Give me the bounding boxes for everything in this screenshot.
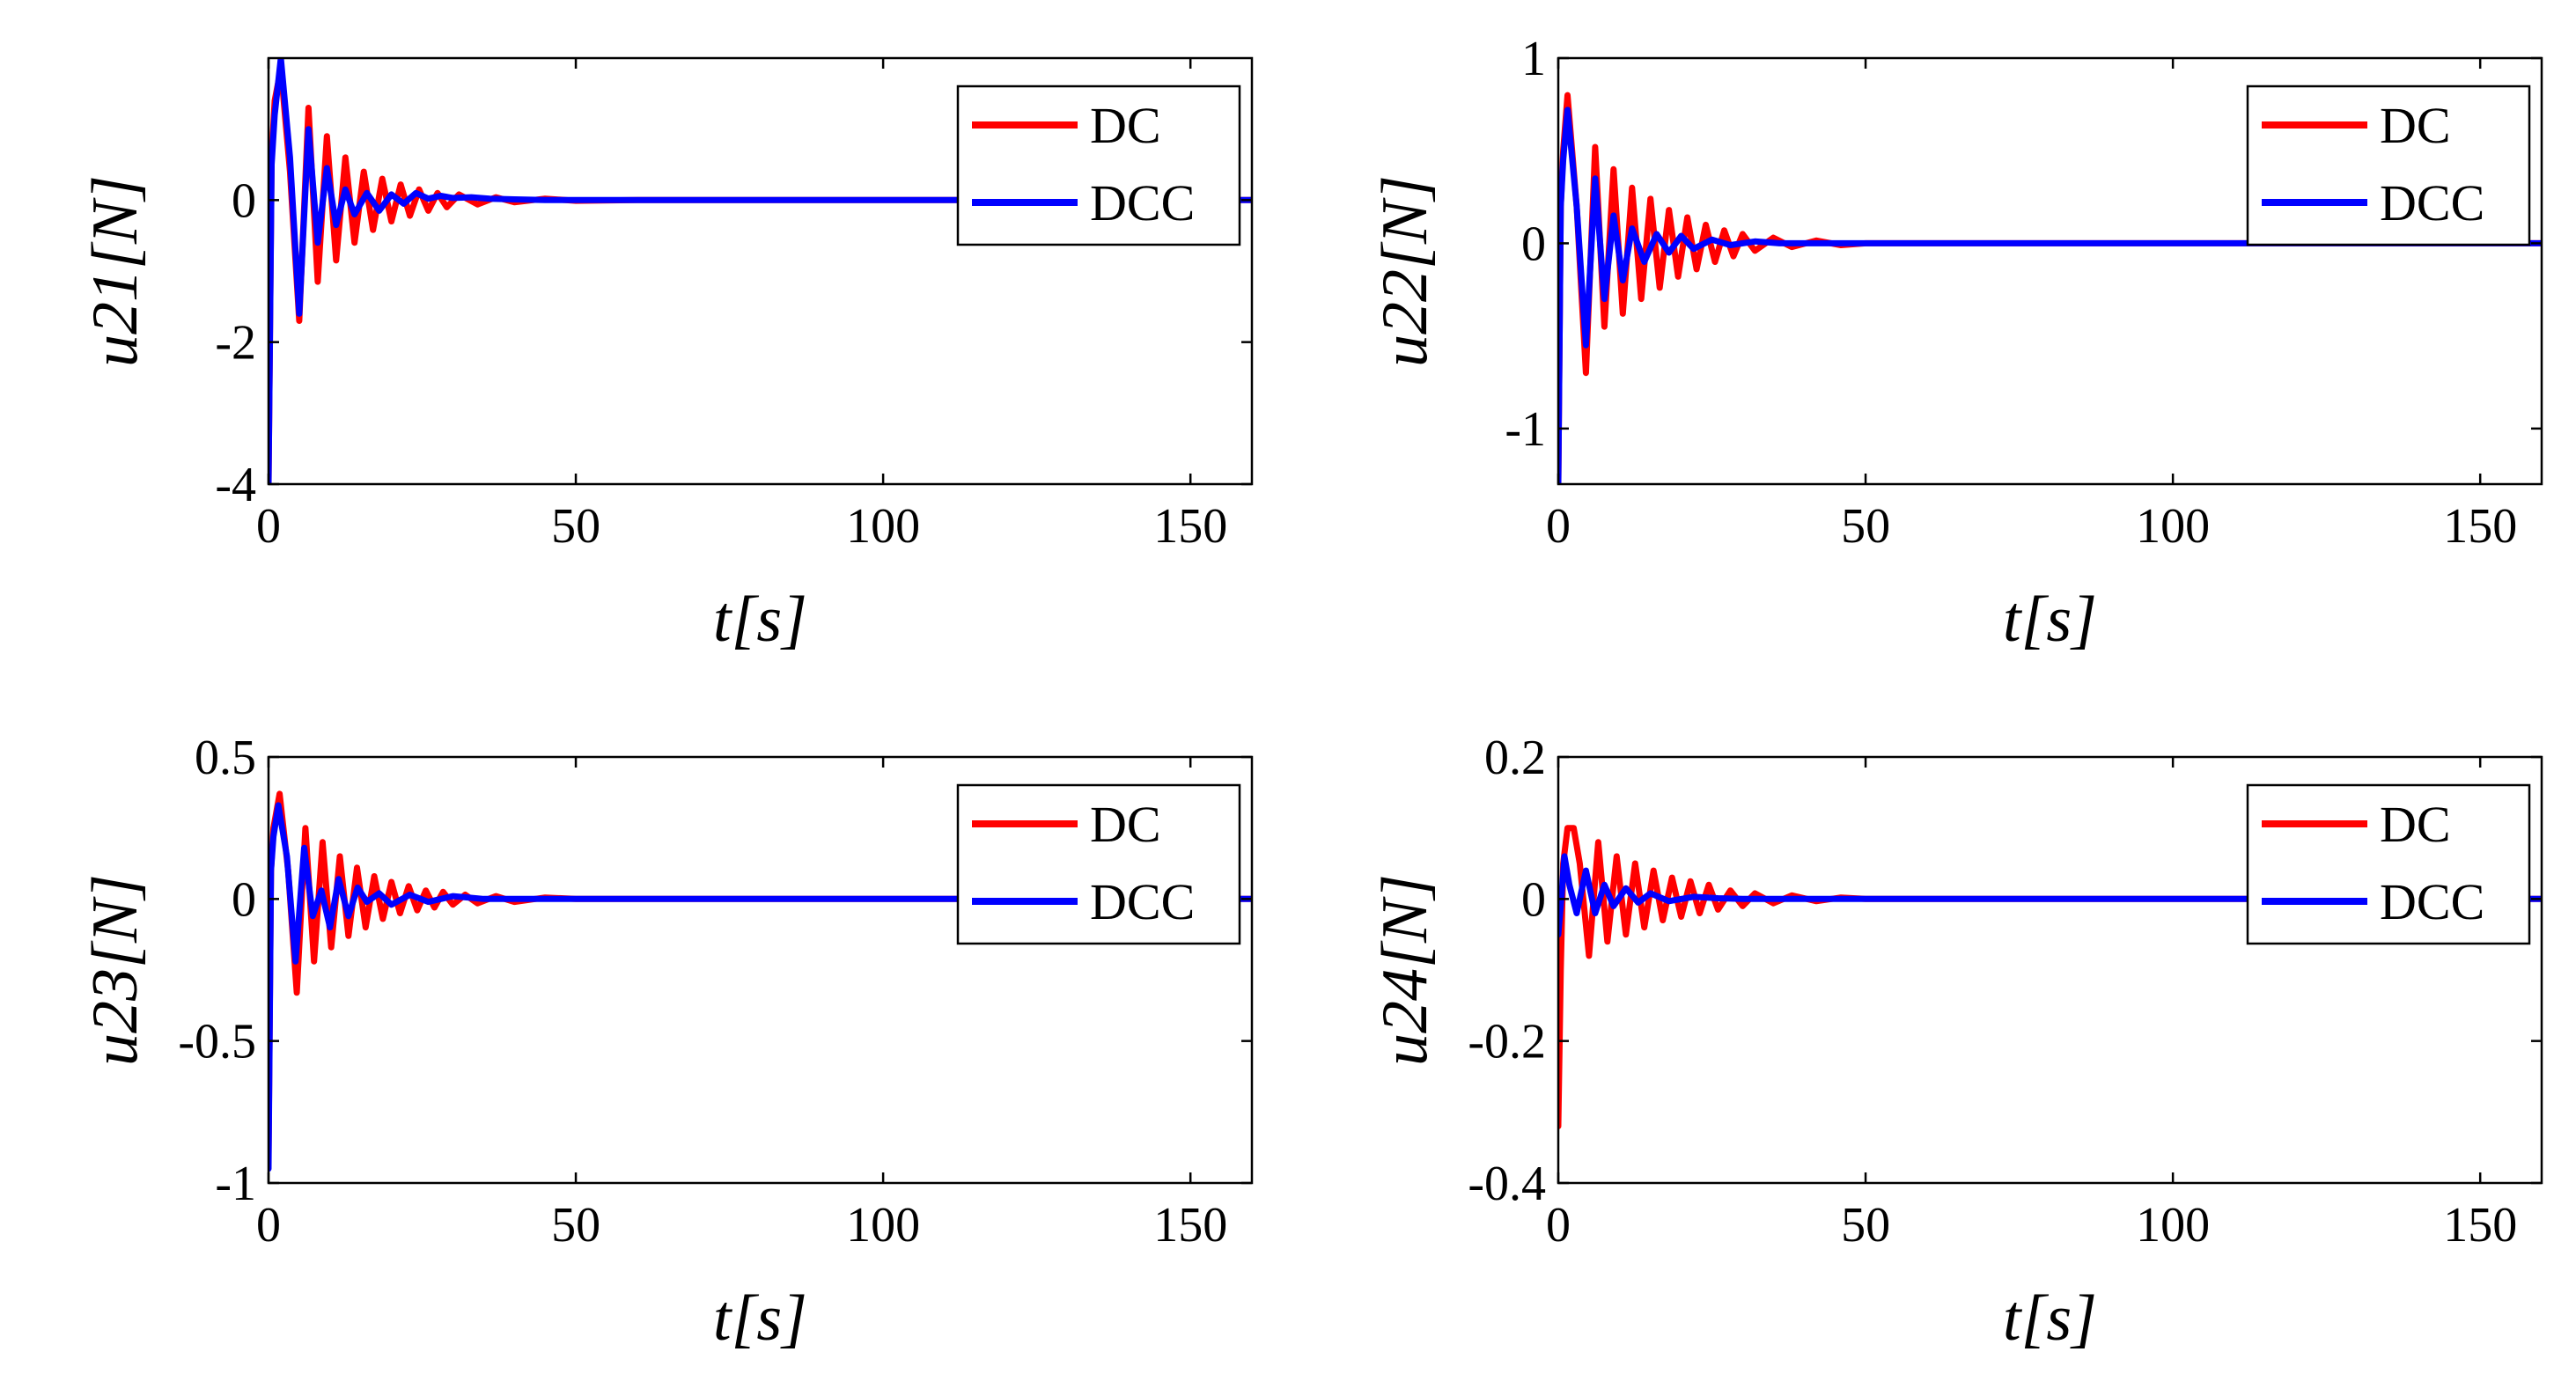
x-tick-label: 0	[256, 499, 281, 554]
x-tick-label: 100	[846, 499, 920, 554]
x-tick-label: 100	[2136, 1198, 2210, 1253]
subplot-1: 0 50 100 150 -4 -2 0 t[s] u21[N] DC DCC	[79, 56, 1254, 656]
series-line-dcc	[1558, 853, 2542, 938]
y-tick-label: -0.5	[178, 1015, 256, 1069]
x-tick-label: 150	[1153, 499, 1227, 554]
x-tick-label: 50	[551, 499, 600, 554]
series-line-dcc	[269, 802, 1252, 1172]
x-tick-label: 50	[1841, 499, 1890, 554]
x-tick-label: 0	[1546, 1198, 1571, 1253]
x-tick-label: 150	[2443, 499, 2517, 554]
y-axis-label: u23[N]	[79, 874, 151, 1066]
legend-box	[956, 783, 1241, 945]
legend-box	[2246, 84, 2531, 246]
subplot-4: 0 50 100 150 -0.4 -0.2 0 0.2 t[s] u24[N] DC DCC	[1369, 731, 2543, 1355]
legend-label-dc: DC	[2380, 97, 2451, 154]
x-tick-label: 100	[2136, 499, 2210, 554]
legend: DC DCC	[2246, 84, 2531, 246]
y-tick-label: -0.4	[1468, 1157, 1546, 1211]
x-tick-label: 150	[1153, 1198, 1227, 1253]
series-line-dcc	[1558, 107, 2542, 484]
x-axis-label: t[s]	[2003, 584, 2097, 656]
x-tick-label: 50	[551, 1198, 600, 1253]
y-tick-label: -2	[215, 316, 256, 371]
y-axis-label: u24[N]	[1369, 874, 1441, 1066]
legend-box	[2246, 783, 2531, 945]
x-axis-label: t[s]	[2003, 1282, 2097, 1355]
legend: DC DCC	[2246, 783, 2531, 945]
axes-box	[267, 755, 1254, 1185]
subplot-3: 0 50 100 150 -1 -0.5 0 0.5 t[s] u23[N] DC DCC	[79, 731, 1254, 1355]
legend-label-dcc: DCC	[2380, 873, 2484, 930]
x-tick-label: 0	[1546, 499, 1571, 554]
y-tick-label: -1	[1505, 402, 1546, 457]
y-tick-label: 0.2	[1484, 731, 1546, 785]
y-tick-label: 0	[232, 173, 256, 228]
axes-box	[1557, 56, 2543, 486]
series-line-dc	[1558, 92, 2542, 484]
y-tick-label: 0	[1521, 217, 1546, 271]
x-axis-label: t[s]	[713, 584, 807, 656]
y-axis-label: u22[N]	[1369, 175, 1441, 367]
legend-label-dcc: DCC	[1090, 174, 1195, 231]
y-tick-label: 1	[1521, 32, 1546, 86]
axes-box	[267, 56, 1254, 486]
x-tick-label: 150	[2443, 1198, 2517, 1253]
legend-label-dcc: DCC	[2380, 174, 2484, 231]
legend-label-dc: DC	[1090, 97, 1161, 154]
legend-box	[956, 84, 1241, 246]
legend-label-dcc: DCC	[1090, 873, 1195, 930]
x-tick-label: 0	[256, 1198, 281, 1253]
x-tick-label: 50	[1841, 1198, 1890, 1253]
y-tick-label: -4	[215, 458, 256, 512]
x-tick-label: 100	[846, 1198, 920, 1253]
y-tick-label: 0	[232, 872, 256, 927]
y-tick-label: 0.5	[195, 731, 256, 785]
legend-label-dc: DC	[1090, 796, 1161, 853]
legend: DC DCC	[956, 84, 1241, 246]
y-tick-label: 0	[1521, 872, 1546, 927]
series-line-dcc	[269, 58, 1252, 484]
y-tick-label: -1	[215, 1157, 256, 1211]
legend-label-dc: DC	[2380, 796, 2451, 853]
x-axis-label: t[s]	[713, 1282, 807, 1355]
series-line-dc	[1558, 825, 2542, 1129]
y-tick-label: -0.2	[1468, 1015, 1546, 1069]
y-axis-label: u21[N]	[79, 175, 151, 367]
axes-box	[1557, 755, 2543, 1185]
legend: DC DCC	[956, 783, 1241, 945]
